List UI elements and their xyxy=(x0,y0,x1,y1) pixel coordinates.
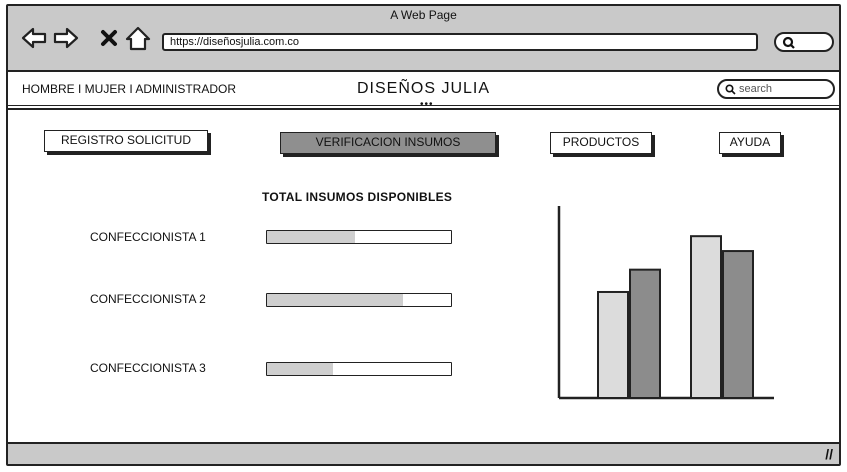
productos-button[interactable]: PRODUCTOS xyxy=(550,132,652,154)
progress-fill-3 xyxy=(267,363,334,375)
bar-group2-series2 xyxy=(722,250,754,400)
browser-window: A Web Page https://diseñosjulia.com.co H… xyxy=(6,4,841,466)
progress-fill-2 xyxy=(267,294,404,306)
forward-arrow-icon[interactable] xyxy=(52,24,80,52)
row-label-2: CONFECCIONISTA 2 xyxy=(90,292,206,306)
search-placeholder: search xyxy=(739,83,773,95)
home-icon[interactable] xyxy=(124,24,152,52)
brand-title: DISEÑOS JULIA xyxy=(356,80,491,97)
browser-search-button[interactable] xyxy=(774,32,834,52)
verificacion-insumos-button[interactable]: VERIFICACION INSUMOS xyxy=(280,132,496,154)
progress-fill-1 xyxy=(267,231,356,243)
progress-bar-3 xyxy=(266,362,452,376)
row-label-3: CONFECCIONISTA 3 xyxy=(90,361,206,375)
section-title: TOTAL INSUMOS DISPONIBLES xyxy=(262,190,453,204)
progress-bar-2 xyxy=(266,293,452,307)
bar-group1-series1 xyxy=(597,290,629,399)
close-x-icon[interactable] xyxy=(96,24,124,52)
user-role-menu[interactable]: HOMBRE I MUJER I ADMINISTRADOR xyxy=(22,82,237,96)
registro-solicitud-button[interactable]: REGISTRO SOLICITUD xyxy=(44,130,208,152)
bar-group2-series1 xyxy=(690,235,722,400)
progress-bar-1 xyxy=(266,230,452,244)
brand-dots-decoration: ••• xyxy=(420,99,434,110)
bar-chart xyxy=(557,206,774,400)
ayuda-button[interactable]: AYUDA xyxy=(719,132,781,154)
browser-statusbar: // xyxy=(8,442,839,464)
site-search-input[interactable]: search xyxy=(717,79,835,99)
search-icon xyxy=(725,84,736,95)
row-label-1: CONFECCIONISTA 1 xyxy=(90,230,206,244)
back-arrow-icon[interactable] xyxy=(20,24,48,52)
window-title: A Web Page xyxy=(390,8,457,22)
bar-group1-series2 xyxy=(629,268,661,399)
browser-titlebar: A Web Page https://diseñosjulia.com.co xyxy=(8,6,839,72)
resize-grip-icon[interactable]: // xyxy=(825,446,833,462)
address-bar[interactable]: https://diseñosjulia.com.co xyxy=(162,33,758,51)
search-icon xyxy=(782,36,795,49)
site-header: HOMBRE I MUJER I ADMINISTRADOR DISEÑOS J… xyxy=(8,72,839,110)
